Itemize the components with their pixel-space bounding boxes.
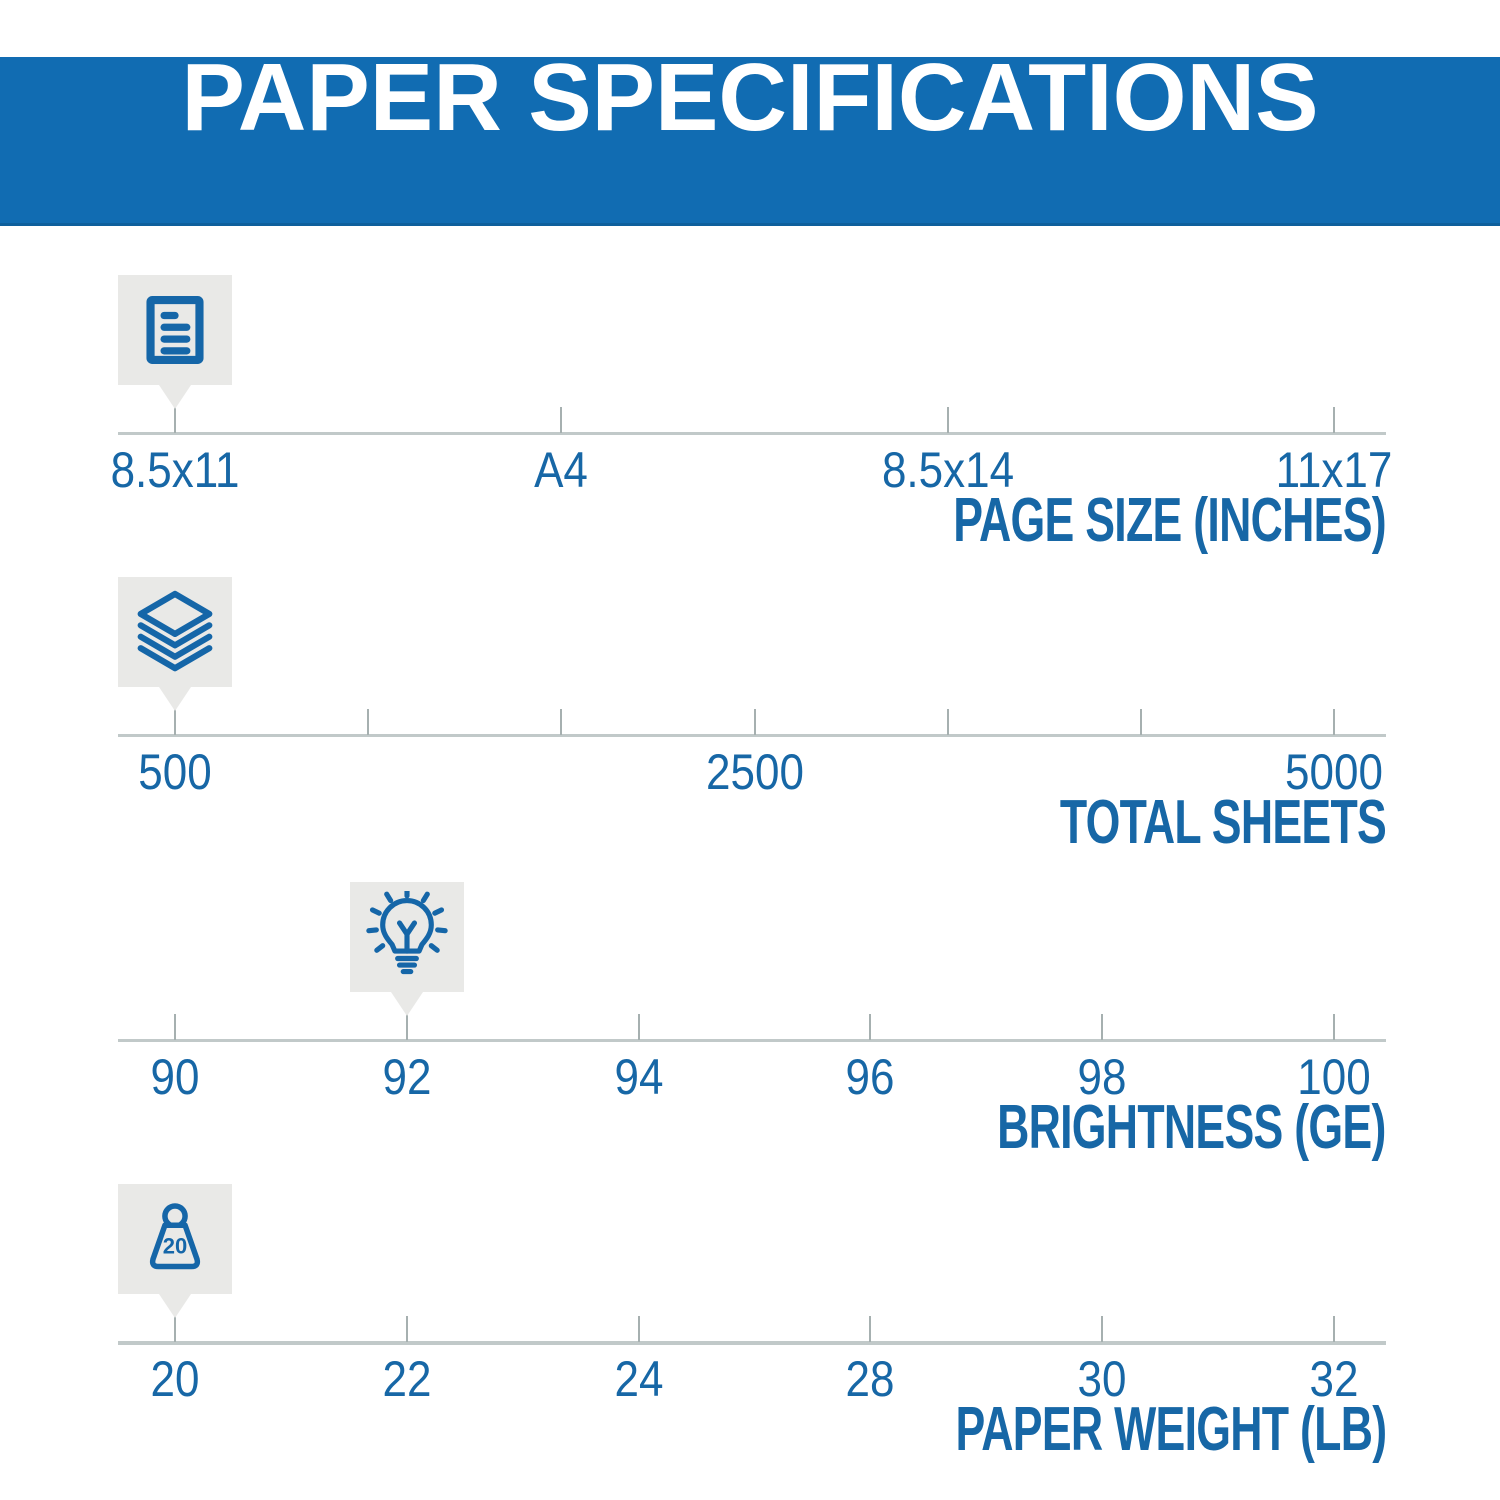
paper-weight-marker-pointer bbox=[159, 1294, 191, 1318]
page-size-marker-pointer bbox=[159, 385, 191, 409]
total-sheets-tick-mark bbox=[946, 709, 949, 735]
paper-weight-tick-label: 32 bbox=[1309, 1351, 1359, 1407]
brightness-tick-mark bbox=[1101, 1014, 1104, 1040]
page-size-marker-badge bbox=[118, 275, 232, 385]
total-sheets-tick-mark bbox=[367, 709, 370, 735]
page-size-tick-label: 8.5x14 bbox=[881, 442, 1014, 498]
page-size-tick-mark bbox=[946, 407, 949, 433]
page-size-tick-mark bbox=[560, 407, 563, 433]
page-size-scale-line bbox=[118, 432, 1386, 435]
paper-weight-tick-mark bbox=[174, 1316, 176, 1342]
paper-weight-tick-label: 24 bbox=[614, 1351, 664, 1407]
paper-weight-tick-mark bbox=[637, 1316, 640, 1342]
brightness-tick-mark bbox=[174, 1014, 176, 1040]
page-size-tick-mark bbox=[174, 407, 176, 433]
brightness-tick-label: 90 bbox=[150, 1049, 200, 1105]
weight-icon-label: 20 bbox=[163, 1234, 187, 1259]
paper-weight-tick-label: 30 bbox=[1077, 1351, 1127, 1407]
brightness-tick-mark bbox=[1333, 1014, 1335, 1040]
brightness-marker-pointer bbox=[390, 992, 423, 1016]
total-sheets-tick-label: 500 bbox=[138, 744, 212, 800]
paper-weight-tick-mark bbox=[1333, 1316, 1335, 1342]
sheets-icon bbox=[137, 590, 213, 672]
brightness-tick-label: 100 bbox=[1297, 1049, 1371, 1105]
total-sheets-tick-label: 5000 bbox=[1285, 744, 1383, 800]
brightness-marker-badge bbox=[349, 882, 464, 992]
total-sheets-scale-line bbox=[118, 734, 1386, 737]
brightness-tick-mark bbox=[405, 1014, 408, 1040]
brightness-tick-label: 96 bbox=[845, 1049, 895, 1105]
paper-weight-scale-line bbox=[118, 1341, 1386, 1345]
total-sheets-marker-pointer bbox=[159, 687, 191, 711]
page-size-tick-label: 11x17 bbox=[1275, 442, 1393, 498]
brightness-tick-mark bbox=[869, 1014, 872, 1040]
paper-weight-axis-title: PAPER WEIGHT (LB) bbox=[955, 1395, 1387, 1464]
brightness-scale-line bbox=[118, 1039, 1386, 1042]
page-size-tick-label: 8.5x11 bbox=[110, 442, 240, 498]
total-sheets-tick-mark bbox=[174, 709, 176, 735]
page-size-tick-label: A4 bbox=[534, 442, 589, 498]
weight-icon: 20 bbox=[149, 1203, 201, 1270]
paper-weight-tick-label: 22 bbox=[382, 1351, 432, 1407]
total-sheets-axis-title: TOTAL SHEETS bbox=[1059, 788, 1387, 857]
total-sheets-tick-label: 2500 bbox=[705, 744, 804, 800]
brightness-tick-label: 92 bbox=[382, 1049, 432, 1105]
paper-weight-tick-mark bbox=[1101, 1316, 1104, 1342]
total-sheets-tick-mark bbox=[560, 709, 563, 735]
total-sheets-tick-mark bbox=[1333, 709, 1335, 735]
header-banner: PAPER SPECIFICATIONS bbox=[0, 50, 1500, 226]
paper-weight-tick-label: 20 bbox=[150, 1351, 200, 1407]
brightness-tick-label: 94 bbox=[614, 1049, 664, 1105]
document-icon bbox=[146, 296, 204, 364]
total-sheets-tick-mark bbox=[1139, 709, 1142, 735]
paper-weight-marker-badge: 20 bbox=[118, 1184, 232, 1294]
brightness-tick-mark bbox=[637, 1014, 640, 1040]
page-size-axis-title: PAGE SIZE (INCHES) bbox=[953, 486, 1386, 555]
paper-weight-tick-mark bbox=[869, 1316, 872, 1342]
brightness-tick-label: 98 bbox=[1077, 1049, 1127, 1105]
brightness-axis-title: BRIGHTNESS (GE) bbox=[997, 1093, 1386, 1162]
page-size-tick-mark bbox=[1333, 407, 1335, 433]
bulb-icon bbox=[366, 891, 448, 975]
paper-weight-tick-label: 28 bbox=[845, 1351, 895, 1407]
page-title: PAPER SPECIFICATIONS bbox=[181, 44, 1319, 151]
total-sheets-marker-badge bbox=[118, 577, 232, 687]
paper-weight-tick-mark bbox=[405, 1316, 408, 1342]
total-sheets-tick-mark bbox=[753, 709, 756, 735]
